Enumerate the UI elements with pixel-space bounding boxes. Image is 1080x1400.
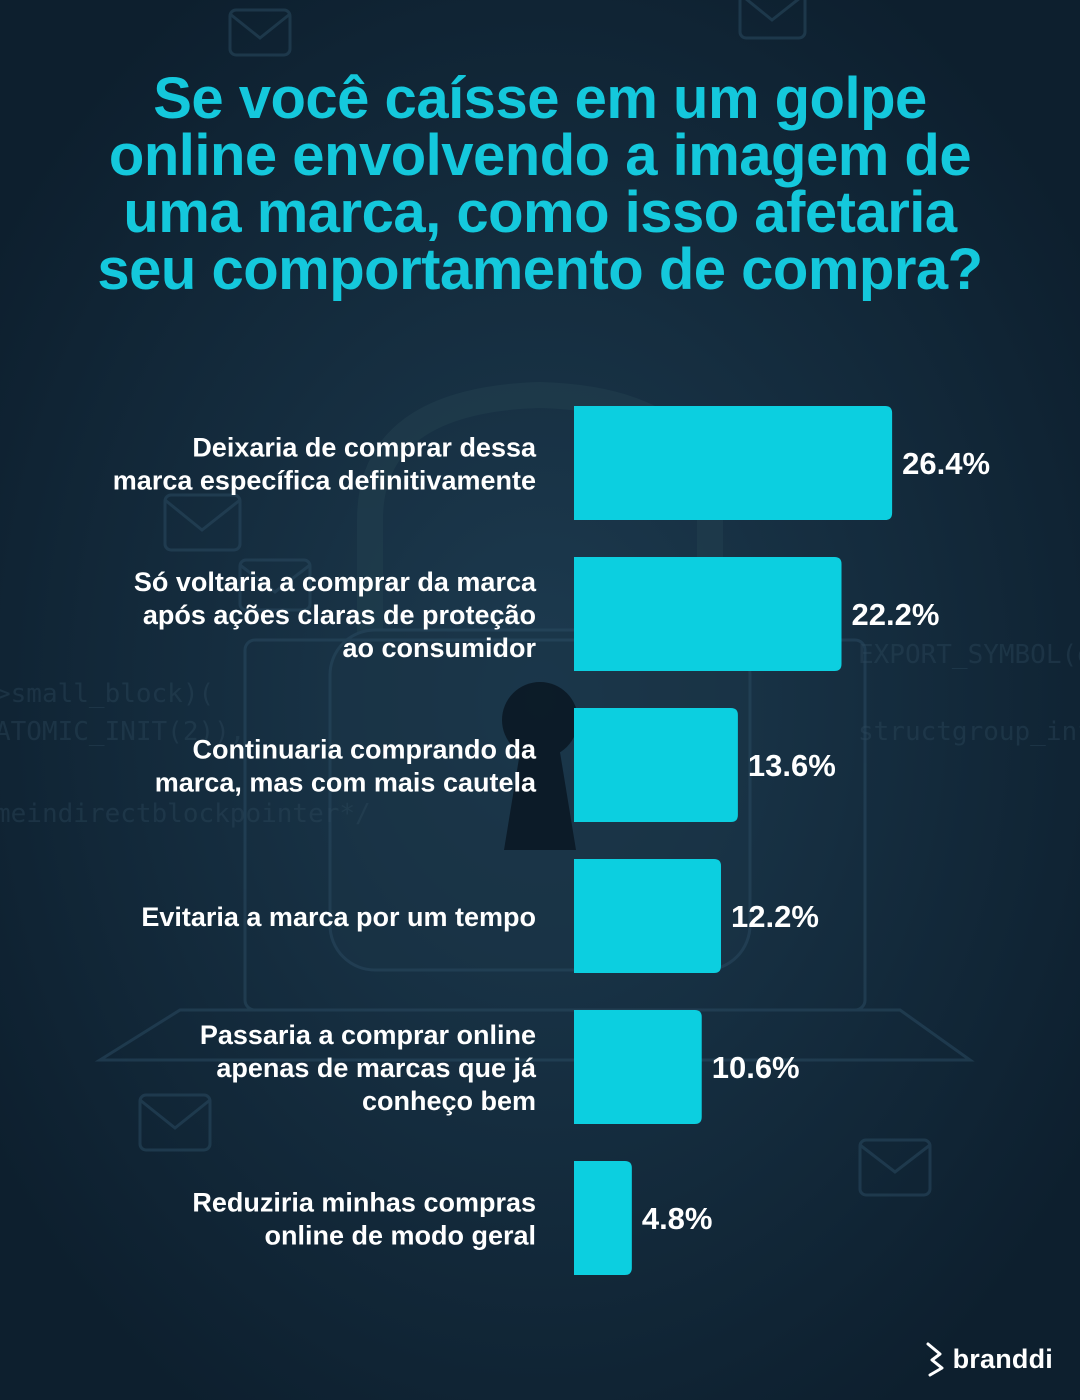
- category-label: Só voltaria a comprar da marca após ações…: [134, 567, 537, 663]
- svg-text:ATOMIC_INIT(2)),: ATOMIC_INIT(2)),: [0, 717, 245, 747]
- bar: [574, 859, 722, 973]
- envelope-icon: [238, 558, 312, 612]
- category-label-line: online de modo geral: [264, 1221, 536, 1251]
- chart-title-line: uma marca, como isso afetaria: [123, 180, 957, 245]
- category-label-line: marca, mas com mais cautela: [155, 768, 537, 798]
- bar: [574, 1010, 702, 1124]
- chart-title-line: seu comportamento de compra?: [97, 237, 983, 302]
- brand-logo: branddi: [923, 1341, 1053, 1377]
- bar: [574, 708, 738, 822]
- category-label-line: Evitaria a marca por um tempo: [141, 902, 536, 932]
- data-label: 4.8%: [642, 1201, 713, 1236]
- category-label-line: Deixaria de comprar dessa: [192, 433, 537, 463]
- category-label: Deixaria de comprar dessa marca específic…: [113, 433, 537, 496]
- svg-text:meindirectblockpointer*/: meindirectblockpointer*/: [0, 799, 371, 829]
- category-label-line: apenas de marcas que já: [216, 1053, 537, 1083]
- envelope-icon: [858, 1138, 932, 1197]
- bar: [574, 1161, 632, 1275]
- category-label-line: conheço bem: [362, 1086, 536, 1116]
- data-label: 26.4%: [902, 446, 990, 481]
- category-label-line: Continuaria comprando da: [192, 735, 537, 765]
- category-label: Reduziria minhas compras online de modo g…: [192, 1188, 536, 1251]
- svg-text:EXPORT_SYMBOL(g: EXPORT_SYMBOL(g: [858, 640, 1080, 670]
- data-label: 22.2%: [852, 597, 940, 632]
- envelope-icon: [738, 0, 807, 40]
- brand-name: branddi: [952, 1343, 1053, 1374]
- category-label: Continuaria comprando da marca, mas com m…: [155, 735, 537, 798]
- category-label-line: marca específica definitivamente: [113, 466, 536, 496]
- chart-title: Se você caísse em um golpe online envolv…: [40, 66, 1040, 302]
- category-label: Evitaria a marca por um tempo: [141, 902, 536, 932]
- category-label-line: após ações claras de proteção: [143, 600, 536, 630]
- envelope-icon: [138, 1093, 212, 1152]
- svg-text:structgroup_info*g: structgroup_info*g: [858, 717, 1080, 747]
- bar: [574, 557, 842, 671]
- category-label-line: Só voltaria a comprar da marca: [134, 567, 537, 597]
- category-label-line: ao consumidor: [342, 633, 536, 663]
- envelope-icon: [228, 8, 292, 57]
- category-label: Passaria a comprar online apenas de marca…: [200, 1020, 537, 1116]
- data-label: 13.6%: [748, 748, 836, 783]
- data-label: 12.2%: [731, 899, 819, 934]
- bar: [574, 406, 893, 520]
- category-label-line: Reduziria minhas compras: [192, 1188, 536, 1218]
- branddi-logo-icon: [926, 1342, 944, 1377]
- data-label: 10.6%: [712, 1050, 800, 1085]
- envelope-icon: [163, 493, 242, 552]
- svg-text:>small_block)(: >small_block)(: [0, 679, 214, 709]
- chart-title-line: online envolvendo a imagem de: [108, 123, 972, 188]
- chart-title-line: Se você caísse em um golpe: [153, 66, 927, 131]
- category-label-line: Passaria a comprar online: [200, 1020, 536, 1050]
